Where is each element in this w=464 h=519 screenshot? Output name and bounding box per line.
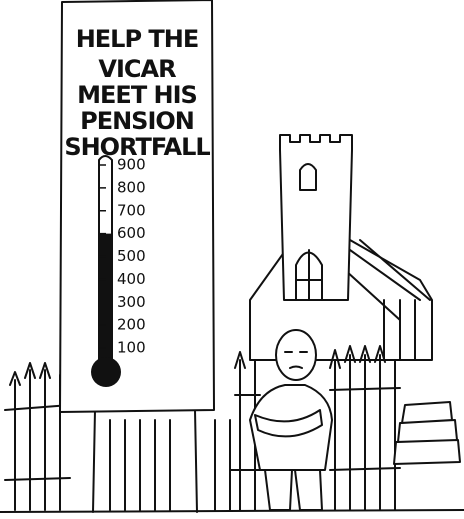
tick-label: 100 xyxy=(117,339,146,357)
tick-label: 600 xyxy=(117,224,146,242)
thermometer-bulb xyxy=(91,357,121,387)
thermometer-fill xyxy=(100,233,111,368)
sign-text: VICAR xyxy=(98,55,176,83)
tick-label: 500 xyxy=(117,247,146,265)
tick-label: 900 xyxy=(117,156,146,174)
church xyxy=(249,134,433,361)
fence xyxy=(0,345,464,513)
tick-label: 300 xyxy=(117,293,146,311)
steps xyxy=(393,401,461,465)
sign-text: MEET HIS xyxy=(77,81,197,109)
tick-label: 400 xyxy=(117,270,146,288)
tick-label: 800 xyxy=(117,178,146,196)
tick-label: 700 xyxy=(117,201,146,219)
tick-label: 200 xyxy=(117,316,146,334)
man xyxy=(249,329,333,511)
sign-text: HELP THE xyxy=(76,25,199,53)
sign-text: PENSION xyxy=(80,107,194,135)
sign-text: SHORTFALL xyxy=(64,133,210,161)
